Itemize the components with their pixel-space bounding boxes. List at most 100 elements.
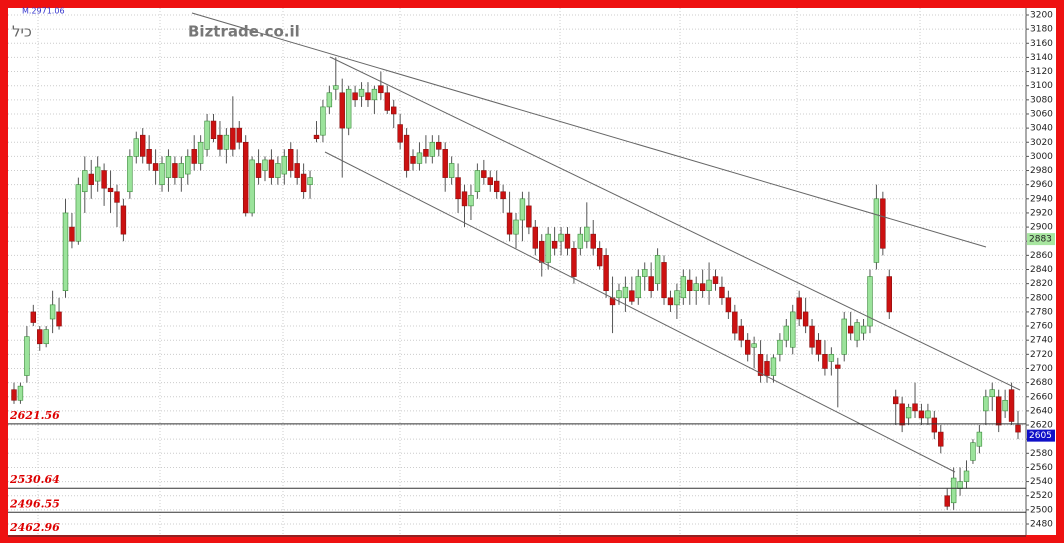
levels: 2621.56 2530.64 2496.55 2462.96 (8, 409, 1026, 537)
candle-body (584, 226, 590, 242)
candle-body (442, 149, 448, 178)
candle-body (391, 106, 397, 115)
candle-body (757, 354, 764, 376)
candle-body (931, 417, 938, 433)
candle-body (925, 410, 931, 419)
candle-body (674, 290, 680, 306)
candle-body (693, 283, 699, 292)
candle-body (886, 276, 892, 313)
candle-body (339, 92, 345, 129)
chart-background (8, 8, 1056, 535)
candle-body (94, 166, 101, 182)
candle-body (500, 191, 506, 200)
y-tick-label: 3180 (1030, 25, 1053, 35)
candle-body (210, 120, 217, 140)
candle-body (461, 191, 468, 207)
candle-body (635, 276, 641, 299)
candle-body (622, 286, 629, 299)
y-axis-labels: 2480250025202540256025802600262026402660… (1026, 11, 1055, 530)
candle-body (281, 156, 288, 175)
y-tick-label: 2640 (1030, 406, 1053, 416)
y-tick-label: 3080 (1030, 95, 1053, 105)
candle-body (62, 212, 69, 292)
candle-body (11, 389, 17, 401)
price-tag (1027, 429, 1055, 442)
candle-body (764, 361, 770, 376)
candle-body (835, 364, 841, 369)
candle-body (159, 163, 165, 185)
candle-body (725, 297, 732, 313)
y-tick-label: 3140 (1030, 53, 1053, 63)
candle-body (661, 262, 667, 299)
candle-body (596, 247, 603, 267)
candle-body (43, 329, 49, 345)
candle-body (815, 339, 822, 355)
candle-body (75, 184, 82, 242)
candle-body (403, 134, 410, 171)
candle-body (268, 159, 275, 178)
candle-body (970, 442, 976, 461)
candle-body (255, 163, 262, 178)
candle-body (152, 163, 159, 171)
y-tick-label: 2700 (1030, 364, 1053, 374)
y-tick-label: 2960 (1030, 180, 1053, 190)
candle-body (642, 269, 648, 277)
candle-body (172, 163, 178, 178)
y-tick-label: 3160 (1030, 39, 1053, 49)
candle-body (436, 141, 442, 150)
vertical-grid (37, 8, 921, 535)
candle-body (590, 233, 596, 249)
y-tick-label: 2980 (1030, 166, 1053, 176)
candle-body (1015, 424, 1021, 433)
y-tick-label: 3060 (1030, 109, 1053, 119)
price-tag-label: 2883 (1029, 235, 1052, 245)
candle-body (423, 149, 429, 157)
info-text: M.2971.06 (22, 7, 65, 16)
candle-body (326, 92, 333, 108)
candle-body (603, 255, 609, 292)
candle-body (893, 396, 899, 405)
candle-body (481, 170, 487, 178)
candle-body (17, 385, 24, 401)
candle-body (532, 226, 539, 249)
candle-body (56, 311, 62, 327)
candle-body (841, 318, 847, 355)
candle-body (140, 134, 146, 157)
y-tick-label: 2680 (1030, 378, 1053, 388)
candle-body (732, 311, 738, 334)
candle-body (706, 279, 712, 292)
candle-body (770, 357, 777, 376)
candle-body (880, 198, 886, 249)
symbol: כיל (12, 23, 32, 41)
candle-body (358, 88, 365, 97)
y-tick-label: 3200 (1030, 11, 1053, 21)
candle-body (146, 149, 152, 164)
candle-body (455, 177, 461, 200)
candle-body (976, 431, 983, 447)
trend-line (329, 56, 1021, 391)
candle-body (82, 170, 88, 193)
candle-body (197, 141, 204, 164)
candle-body (230, 127, 236, 150)
candle-body (918, 410, 925, 419)
candle-body (249, 159, 255, 214)
candle-body (294, 163, 300, 178)
trend-line (191, 12, 987, 248)
candle-body (468, 194, 474, 207)
candle-body (384, 92, 390, 111)
y-tick-label: 2580 (1030, 449, 1053, 459)
y-tick-label: 2720 (1030, 350, 1053, 360)
candle-body (120, 205, 127, 235)
y-tick-label: 2940 (1030, 194, 1053, 204)
candle-body (487, 177, 493, 185)
y-tick-label: 3020 (1030, 138, 1053, 148)
level-label: 2621.56 (9, 409, 60, 422)
candle-body (822, 354, 828, 369)
candle-body (648, 276, 654, 292)
candle-body (204, 120, 210, 150)
candle-body (191, 149, 197, 164)
candle-body (165, 156, 172, 178)
level-label: 2530.64 (9, 473, 60, 486)
candle-body (950, 477, 957, 504)
